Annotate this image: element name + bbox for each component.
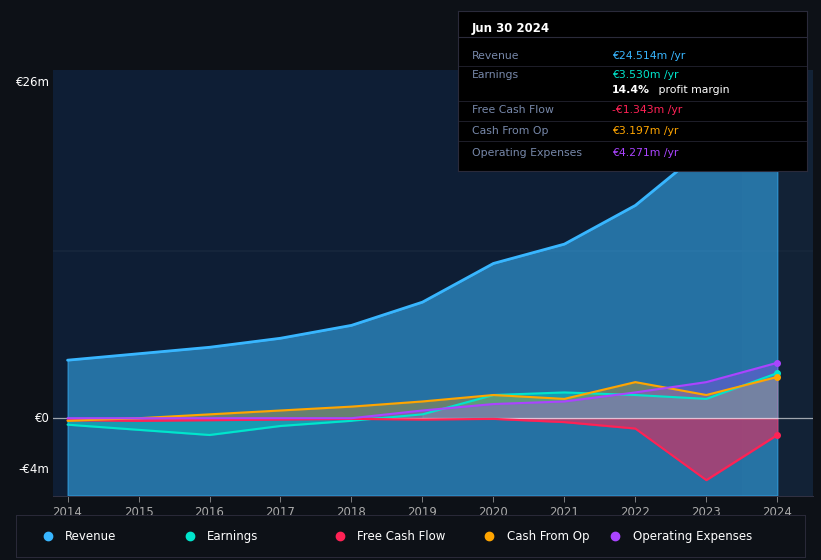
Text: Revenue: Revenue <box>66 530 117 543</box>
Text: Cash From Op: Cash From Op <box>472 126 548 136</box>
Text: profit margin: profit margin <box>655 86 730 95</box>
Text: €26m: €26m <box>16 76 49 90</box>
Text: €0: €0 <box>34 412 49 424</box>
Text: -€4m: -€4m <box>19 463 49 477</box>
Text: Cash From Op: Cash From Op <box>507 530 589 543</box>
Text: 14.4%: 14.4% <box>612 86 649 95</box>
Text: €24.514m /yr: €24.514m /yr <box>612 51 685 61</box>
Text: Earnings: Earnings <box>207 530 259 543</box>
Text: €3.197m /yr: €3.197m /yr <box>612 126 678 136</box>
Text: Earnings: Earnings <box>472 70 519 80</box>
Bar <box>742 70 813 496</box>
Text: -€1.343m /yr: -€1.343m /yr <box>612 105 682 115</box>
Text: Operating Expenses: Operating Expenses <box>472 148 582 158</box>
Text: Revenue: Revenue <box>472 51 520 61</box>
Text: €3.530m /yr: €3.530m /yr <box>612 70 678 80</box>
Text: Free Cash Flow: Free Cash Flow <box>357 530 445 543</box>
Text: Free Cash Flow: Free Cash Flow <box>472 105 554 115</box>
Text: Jun 30 2024: Jun 30 2024 <box>472 22 550 35</box>
Text: Operating Expenses: Operating Expenses <box>633 530 752 543</box>
Text: €4.271m /yr: €4.271m /yr <box>612 148 678 158</box>
